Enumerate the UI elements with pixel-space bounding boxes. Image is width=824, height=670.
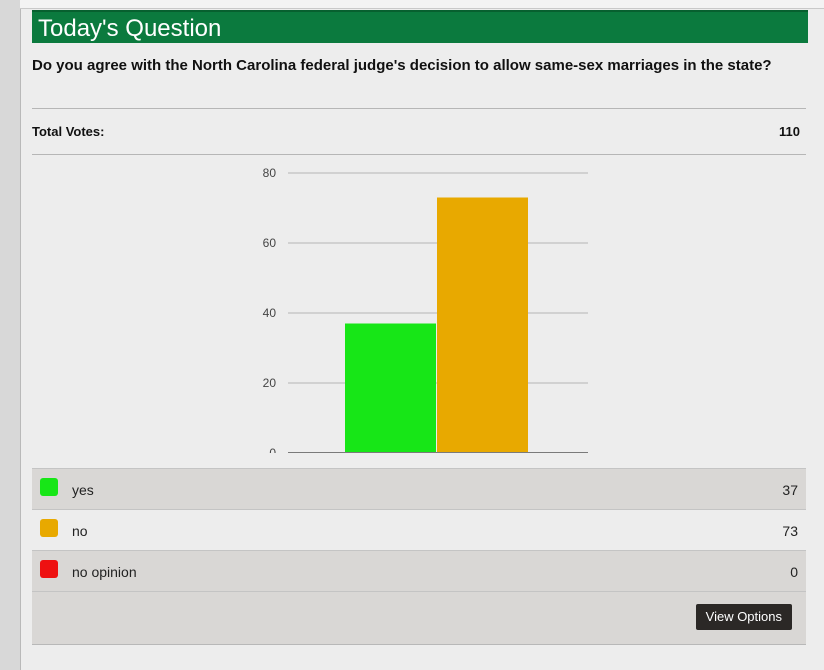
yes-color-swatch (40, 478, 58, 496)
no-color-swatch (40, 519, 58, 537)
divider (32, 108, 806, 109)
legend-row-no-opinion: no opinion 0 (32, 550, 806, 591)
legend-row-no: no 73 (32, 509, 806, 550)
divider (32, 154, 806, 155)
no-opinion-color-swatch (40, 560, 58, 578)
results-chart: 0 20 40 60 80 (32, 153, 806, 460)
poll-title: Today's Question (32, 10, 808, 43)
y-tick-label: 40 (263, 306, 277, 320)
legend-value: 73 (782, 523, 798, 539)
poll-question: Do you agree with the North Carolina fed… (32, 57, 772, 74)
results-chart-svg: 0 20 40 60 80 (263, 166, 588, 460)
legend-value: 37 (782, 482, 798, 498)
view-options-button[interactable]: View Options (695, 604, 792, 630)
total-votes-count: 110 (779, 124, 800, 139)
bar-no (437, 197, 528, 452)
y-tick-label: 20 (263, 376, 277, 390)
top-page-edge (20, 0, 824, 9)
y-tick-label: 60 (263, 236, 277, 250)
y-tick-label: 0 (269, 446, 276, 453)
results-legend: yes 37 no 73 no opinion 0 View Options (32, 468, 806, 645)
bar-yes (345, 323, 436, 452)
legend-row-yes: yes 37 (32, 468, 806, 509)
total-votes-label: Total Votes: (32, 124, 105, 139)
total-votes-row: Total Votes: 110 (32, 124, 800, 139)
poll-footer: View Options (32, 591, 806, 645)
legend-label: no (72, 523, 88, 539)
y-tick-label: 80 (263, 166, 277, 180)
left-page-edge (0, 0, 21, 670)
legend-label: no opinion (72, 564, 137, 580)
legend-label: yes (72, 482, 94, 498)
legend-value: 0 (790, 564, 798, 580)
poll-widget: Today's Question Do you agree with the N… (32, 10, 808, 645)
